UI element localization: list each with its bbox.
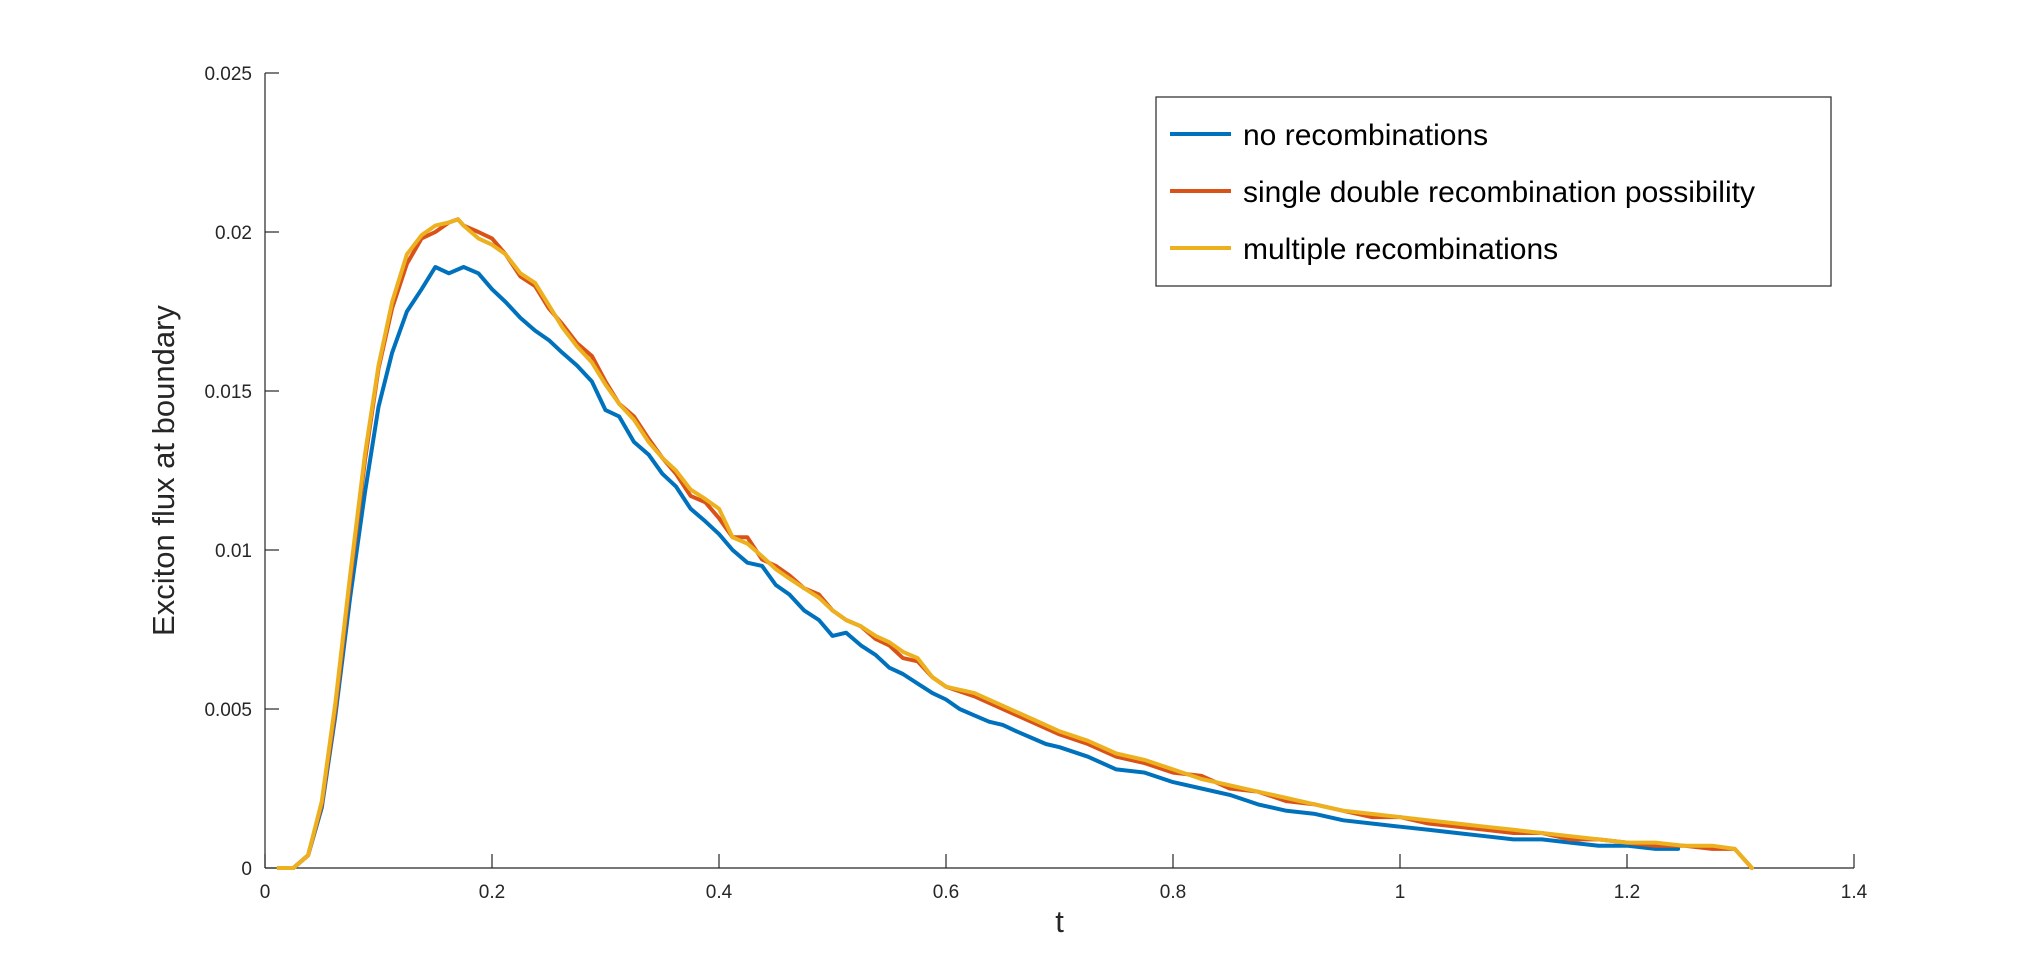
y-tick-label: 0 <box>241 859 252 880</box>
x-tick-label: 0.4 <box>706 882 733 903</box>
x-axis-title: t <box>1055 904 1064 939</box>
series-line-1 <box>276 265 1681 870</box>
series-layer <box>276 217 1754 870</box>
legend-label: single double recombination possibility <box>1243 176 1755 209</box>
x-tick-label: 0.8 <box>1160 882 1186 903</box>
x-tick-label: 0.6 <box>933 882 959 903</box>
legend-label: multiple recombinations <box>1243 233 1558 266</box>
x-tick-label: 1.2 <box>1614 882 1640 903</box>
y-tick-label: 0.01 <box>215 541 252 562</box>
legend-box <box>1155 96 1832 287</box>
y-axis-title: Exciton flux at boundary <box>146 305 181 636</box>
y-tick-label: 0.025 <box>204 64 252 85</box>
plot-axes: 0 0.2 0.4 0.6 0.8 1 1.2 1.4 0 0.005 0.01 0.015 0.02 0… <box>204 64 1867 903</box>
y-tick-label: 0.015 <box>204 382 252 403</box>
y-tick-label: 0.005 <box>204 700 252 721</box>
series-line-3 <box>276 217 1754 870</box>
x-tick-label: 0 <box>260 882 271 903</box>
legend-label: no recombinations <box>1243 119 1488 152</box>
x-tick-label: 1 <box>1395 882 1406 903</box>
legend: no recombinations single double recombina… <box>1155 96 1832 287</box>
y-tick-label: 0.02 <box>215 223 252 244</box>
x-tick-label: 0.2 <box>479 882 505 903</box>
x-tick-label: 1.4 <box>1841 882 1868 903</box>
